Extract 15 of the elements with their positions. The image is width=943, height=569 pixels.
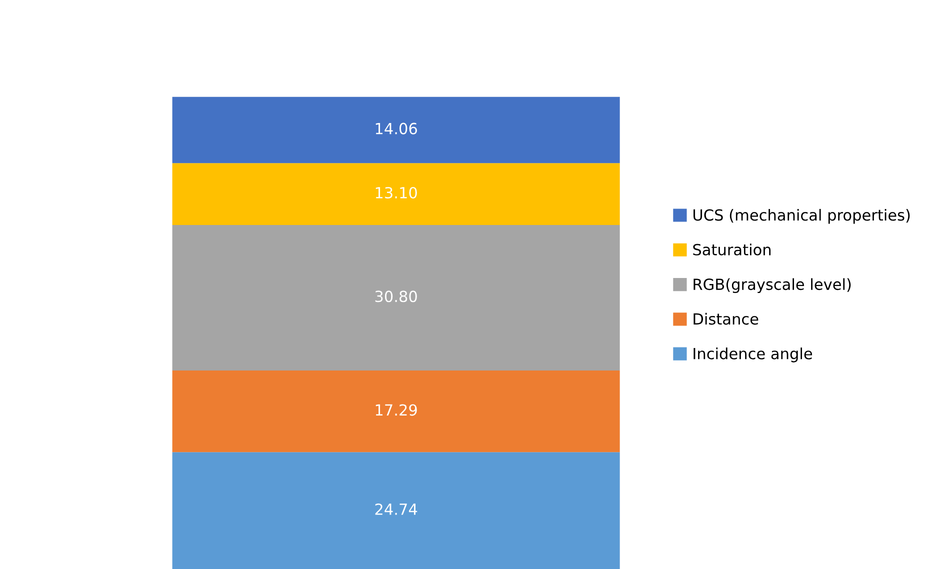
data-label: 13.10 (376, 186, 417, 199)
bar (172, 370, 620, 452)
data-label: 24.74 (375, 503, 418, 515)
legend-label: Distance (694, 312, 758, 325)
bar (172, 163, 620, 226)
data-label: 30.80 (375, 290, 417, 302)
legend-label: Incidence angle (694, 348, 812, 362)
bar (172, 225, 620, 370)
bar (172, 96, 620, 164)
data-label: 17.29 (376, 404, 417, 416)
legend-label: RGB(grayscale level) (694, 278, 851, 294)
bar (172, 452, 620, 569)
legend-label: Saturation (693, 244, 771, 256)
legend-label: UCS (mechanical properties) (694, 208, 910, 224)
data-label: 14.06 (376, 122, 417, 134)
